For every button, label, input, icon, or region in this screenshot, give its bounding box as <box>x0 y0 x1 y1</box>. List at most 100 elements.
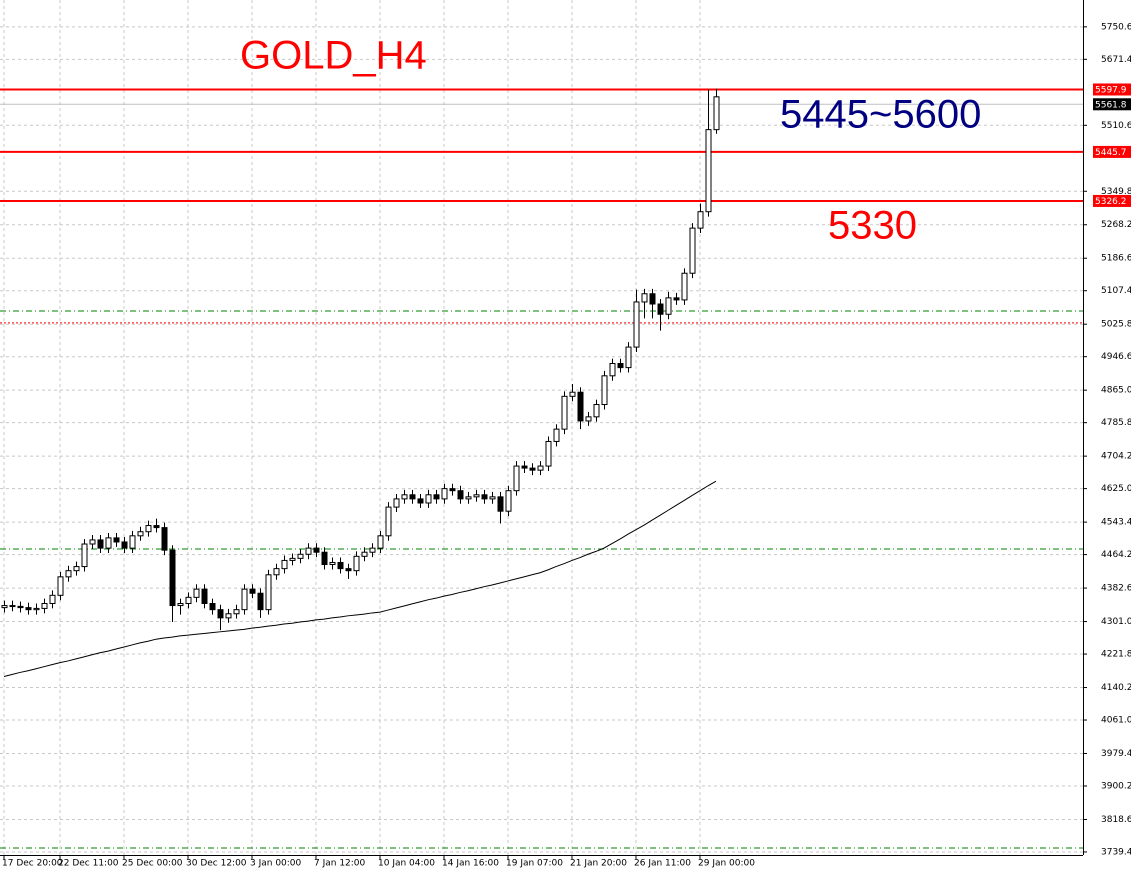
y-tick-label: 3739.4 <box>1101 847 1131 857</box>
candle-body <box>553 428 560 442</box>
candle-body <box>545 440 552 467</box>
candle-body <box>473 494 480 498</box>
candle-body <box>169 549 176 607</box>
candle-body <box>121 541 128 549</box>
candle-body <box>665 297 672 315</box>
y-tick-label: 4625.0 <box>1101 484 1131 494</box>
x-tick-label: 21 Jan 20:00 <box>570 859 627 869</box>
y-tick-label: 5107.4 <box>1101 286 1131 296</box>
candle-body <box>113 537 120 543</box>
candle-body <box>697 211 704 229</box>
candle-body <box>641 293 648 303</box>
candle-body <box>689 227 696 274</box>
y-tick-label: 4301.0 <box>1101 617 1131 627</box>
candle-body <box>361 551 368 557</box>
candle-body <box>225 613 232 619</box>
candle-body <box>681 272 688 301</box>
candle-body <box>489 496 496 500</box>
candle-body <box>297 553 304 559</box>
candle-body <box>97 539 104 549</box>
y-tick-label: 4785.8 <box>1101 418 1131 428</box>
x-tick-label: 19 Jan 07:00 <box>506 859 563 869</box>
candle-body <box>217 609 224 619</box>
y-tick-label: 3900.2 <box>1101 781 1131 791</box>
y-tick-label: 4704.2 <box>1101 452 1131 462</box>
price-label: 5597.9 <box>1095 85 1127 95</box>
candle-body <box>401 494 408 500</box>
candle-body <box>537 465 544 471</box>
candle-body <box>185 596 192 605</box>
y-tick-label: 4061.0 <box>1101 716 1131 726</box>
candle-body <box>449 488 456 492</box>
candle-body <box>289 557 296 561</box>
y-tick-label: 5349.8 <box>1101 187 1131 197</box>
candle-body <box>633 301 640 348</box>
price-label: 5561.8 <box>1095 100 1127 110</box>
candle-body <box>465 496 472 500</box>
candle-body <box>25 607 32 611</box>
x-tick-label: 29 Jan 00:00 <box>698 859 755 869</box>
candle-body <box>441 488 448 500</box>
annotation: 5330 <box>828 204 917 248</box>
y-tick-label: 5750.6 <box>1101 22 1131 32</box>
y-tick-label: 4543.4 <box>1101 518 1131 528</box>
candle-body <box>57 576 64 596</box>
candle-body <box>337 561 344 570</box>
candle-body <box>457 490 464 500</box>
candle-body <box>49 594 56 605</box>
candle-body <box>41 603 48 609</box>
x-tick-label: 14 Jan 16:00 <box>442 859 499 869</box>
candle-body <box>9 605 16 608</box>
y-tick-label: 5025.8 <box>1101 320 1131 330</box>
candle-body <box>273 568 280 576</box>
candle-body <box>585 416 592 422</box>
candle-body <box>345 568 352 572</box>
candle-body <box>17 605 24 609</box>
candle-body <box>673 297 680 301</box>
x-tick-label: 26 Jan 11:00 <box>634 859 691 869</box>
y-tick-label: 5186.6 <box>1101 254 1131 264</box>
candle-body <box>233 609 240 615</box>
price-label-box <box>1093 145 1131 158</box>
candle-body <box>281 559 288 570</box>
candle-body <box>137 531 144 537</box>
y-tick-label: 4382.6 <box>1101 584 1131 594</box>
candle-body <box>385 506 392 537</box>
candle-body <box>249 588 256 594</box>
price-label: 5445.7 <box>1095 148 1127 158</box>
candle-body <box>609 362 616 377</box>
candle-body <box>409 494 416 500</box>
candle-body <box>329 561 336 566</box>
candle-body <box>321 551 328 566</box>
x-tick-label: 22 Dec 11:00 <box>58 859 119 869</box>
y-tick-label: 5510.6 <box>1101 121 1131 131</box>
candle-body <box>657 303 664 315</box>
moving-average <box>3 480 717 678</box>
candle-body <box>513 465 520 492</box>
candle-body <box>33 607 40 611</box>
candle-body <box>705 129 712 213</box>
candle-body <box>241 588 248 611</box>
candle-body <box>265 574 272 611</box>
candle-body <box>577 391 584 422</box>
y-tick-label: 4221.8 <box>1101 650 1131 660</box>
chart-title: GOLD_H4 <box>240 34 427 78</box>
y-tick-label: 4140.2 <box>1101 683 1131 693</box>
candle-body <box>393 498 400 508</box>
price-label-box <box>1093 83 1131 96</box>
candle-body <box>145 525 152 533</box>
candle-body <box>305 547 312 555</box>
candle-body <box>529 467 536 471</box>
candle-body <box>73 566 80 572</box>
candle-body <box>713 96 720 131</box>
candle-body <box>193 588 200 598</box>
candle-body <box>105 537 112 549</box>
candle-body <box>313 547 320 553</box>
candle-body <box>153 525 160 529</box>
candle-body <box>425 494 432 504</box>
x-tick-label: 17 Dec 20:00 <box>2 859 63 869</box>
y-tick-label: 4464.2 <box>1101 550 1131 560</box>
annotation: 5445~5600 <box>780 93 981 137</box>
candle-body <box>649 293 656 305</box>
